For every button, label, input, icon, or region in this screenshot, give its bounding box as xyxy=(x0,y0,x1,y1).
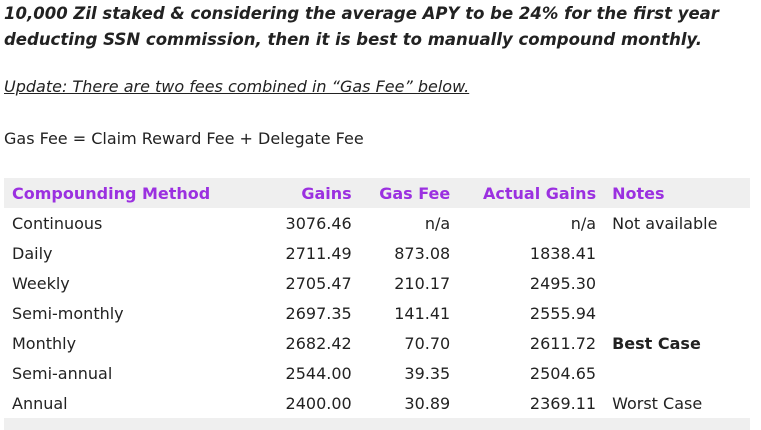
update-note: Update: There are two fees combined in “… xyxy=(4,77,470,96)
cell-actual-gains: 1838.41 xyxy=(529,243,597,263)
cell-actual-gains: 2555.94 xyxy=(529,303,597,323)
table-row: Annual 2400.00 30.89 2369.11 Worst Case xyxy=(4,388,750,418)
cell-method: Weekly xyxy=(12,273,70,293)
cell-notes-best-case: Best Case xyxy=(612,333,701,353)
table-row: Continuous 3076.46 n/a n/a Not available xyxy=(4,208,750,238)
table-header-row: Compounding Method Gains Gas Fee Actual … xyxy=(4,178,750,208)
cell-notes xyxy=(604,298,750,328)
cell-method: Daily xyxy=(12,243,53,263)
cell-gains: 2705.47 xyxy=(285,273,352,293)
header-actual-gains: Actual Gains xyxy=(483,183,597,203)
cell-gas-fee: 39.35 xyxy=(404,363,451,383)
cell-method: Semi-monthly xyxy=(12,303,124,323)
cell-gas-fee: 210.17 xyxy=(394,273,451,293)
cell-gains: 2711.49 xyxy=(285,243,352,263)
table-footer-band xyxy=(4,418,750,430)
header-gas-fee: Gas Fee xyxy=(379,183,451,203)
cell-gains: 2697.35 xyxy=(285,303,352,323)
header-gains: Gains xyxy=(301,183,352,203)
intro-paragraph: 10,000 Zil staked & considering the aver… xyxy=(4,4,719,49)
compounding-table: Compounding Method Gains Gas Fee Actual … xyxy=(4,178,750,418)
cell-gains: 3076.46 xyxy=(285,213,352,233)
cell-method: Semi-annual xyxy=(12,363,113,383)
table-row: Daily 2711.49 873.08 1838.41 xyxy=(4,238,750,268)
table-row: Monthly 2682.42 70.70 2611.72 Best Case xyxy=(4,328,750,358)
header-compounding-method: Compounding Method xyxy=(12,183,211,203)
cell-gains: 2400.00 xyxy=(285,393,352,413)
cell-notes xyxy=(604,268,750,298)
table-row: Weekly 2705.47 210.17 2495.30 xyxy=(4,268,750,298)
cell-method: Monthly xyxy=(12,333,77,353)
cell-gains: 2544.00 xyxy=(285,363,352,383)
cell-gas-fee: 30.89 xyxy=(404,393,451,413)
cell-notes: Worst Case xyxy=(612,393,703,413)
cell-notes xyxy=(604,358,750,388)
gas-fee-formula: Gas Fee = Claim Reward Fee + Delegate Fe… xyxy=(4,129,364,148)
cell-actual-gains: 2504.65 xyxy=(529,363,597,383)
cell-gas-fee: 70.70 xyxy=(404,333,451,353)
cell-actual-gains: n/a xyxy=(570,213,597,233)
cell-method: Annual xyxy=(12,393,68,413)
header-notes: Notes xyxy=(612,183,665,203)
cell-gains: 2682.42 xyxy=(285,333,352,353)
cell-gas-fee: n/a xyxy=(424,213,451,233)
cell-notes: Not available xyxy=(612,213,718,233)
table-row: Semi-monthly 2697.35 141.41 2555.94 xyxy=(4,298,750,328)
cell-method: Continuous xyxy=(12,213,103,233)
cell-notes xyxy=(604,238,750,268)
cell-gas-fee: 873.08 xyxy=(394,243,451,263)
table-row: Semi-annual 2544.00 39.35 2504.65 xyxy=(4,358,750,388)
cell-actual-gains: 2369.11 xyxy=(529,393,597,413)
cell-gas-fee: 141.41 xyxy=(394,303,451,323)
cell-actual-gains: 2495.30 xyxy=(529,273,597,293)
cell-actual-gains: 2611.72 xyxy=(529,333,597,353)
